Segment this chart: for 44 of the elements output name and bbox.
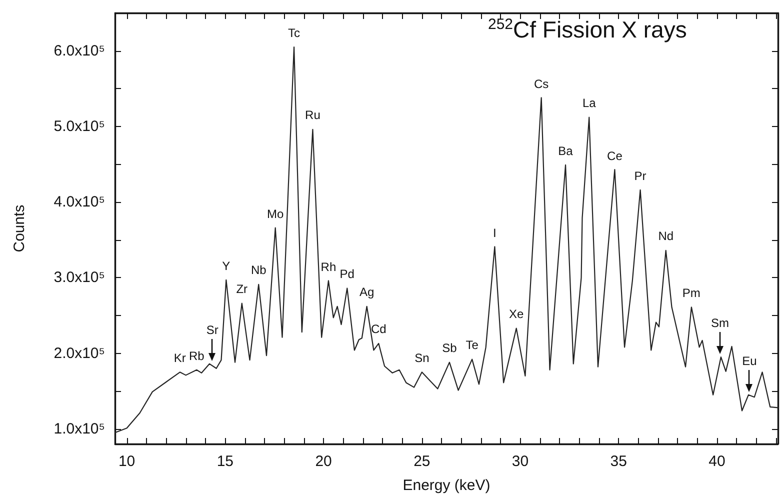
annotation: Pm: [682, 286, 700, 300]
y-tick-label: 6.0x10⁵: [54, 42, 105, 60]
annotation: Nb: [250, 263, 266, 278]
annotation: Cs: [534, 76, 549, 91]
x-tick-label: 35: [610, 453, 627, 470]
annotation: Mo: [266, 206, 284, 221]
annotation: Nd: [658, 229, 674, 244]
annotation: Kr: [174, 351, 186, 366]
y-axis-title: Counts: [11, 204, 28, 252]
annotation: La: [582, 96, 596, 110]
annotation: Rh: [320, 260, 336, 274]
x-tick-label: 40: [708, 453, 726, 470]
annotation: I: [493, 226, 496, 240]
annotation: Sb: [442, 341, 457, 356]
annotation: Eu: [742, 354, 757, 368]
annotation: Pd: [340, 267, 354, 282]
annotation: Tc: [288, 26, 300, 40]
annotation: Sn: [414, 351, 430, 366]
x-tick-label: 25: [414, 453, 430, 470]
annotation: Sm: [710, 316, 729, 330]
annotation: Sr: [206, 322, 218, 337]
y-tick-label: 5.0x10⁵: [54, 118, 105, 135]
annotation: Y: [222, 258, 230, 273]
annotation: Ba: [558, 144, 573, 158]
x-tick-label: 20: [315, 453, 332, 470]
x-tick-label: 10: [118, 453, 136, 470]
y-tick-label: 4.0x10⁵: [54, 194, 105, 211]
annotation: Te: [466, 338, 478, 352]
annotation: Pr: [634, 168, 646, 183]
annotation: Ag: [359, 285, 374, 300]
annotation: Zr: [236, 282, 248, 296]
y-tick-label: 3.0x10⁵: [54, 269, 105, 286]
y-tick-label: 2.0x10⁵: [54, 344, 105, 362]
annotation: Cd: [370, 322, 386, 336]
annotation: Ce: [607, 148, 622, 163]
chart-title: $^{252}$Cf Fission X rays: [488, 16, 687, 44]
x-tick-label: 30: [512, 453, 529, 470]
annotation: Xe: [508, 307, 524, 322]
y-tick-label: 1.0x10⁵: [54, 420, 105, 438]
annotation: Ru: [305, 108, 320, 122]
annotation: Rb: [188, 348, 204, 363]
x-axis-title: Energy (keV): [402, 477, 490, 494]
line-series: [114, 46, 779, 434]
x-tick-label: 15: [216, 453, 234, 470]
